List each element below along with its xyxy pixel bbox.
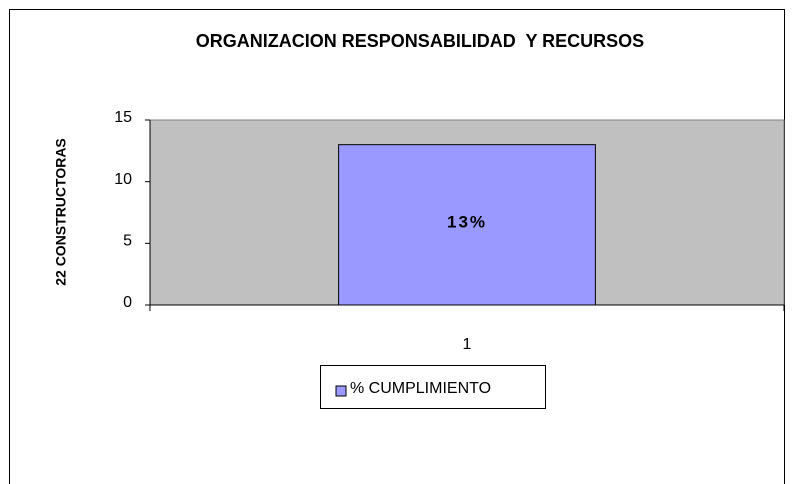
legend-swatch xyxy=(335,385,347,397)
bar xyxy=(338,144,596,306)
y-tick-label: 5 xyxy=(123,233,132,250)
data-label: 13% xyxy=(447,212,487,231)
legend-label: % CUMPLIMIENTO xyxy=(350,380,491,397)
y-tick-label: 0 xyxy=(123,294,132,311)
x-tick-label: 1 xyxy=(463,336,472,353)
chart-title: ORGANIZACION RESPONSABILIDAD Y RECURSOS xyxy=(196,31,644,51)
y-tick-label: 15 xyxy=(114,109,132,126)
legend-box xyxy=(320,365,546,409)
y-tick-label: 10 xyxy=(114,171,132,188)
y-axis-label: 22 CONSTRUCTORAS xyxy=(53,138,69,286)
